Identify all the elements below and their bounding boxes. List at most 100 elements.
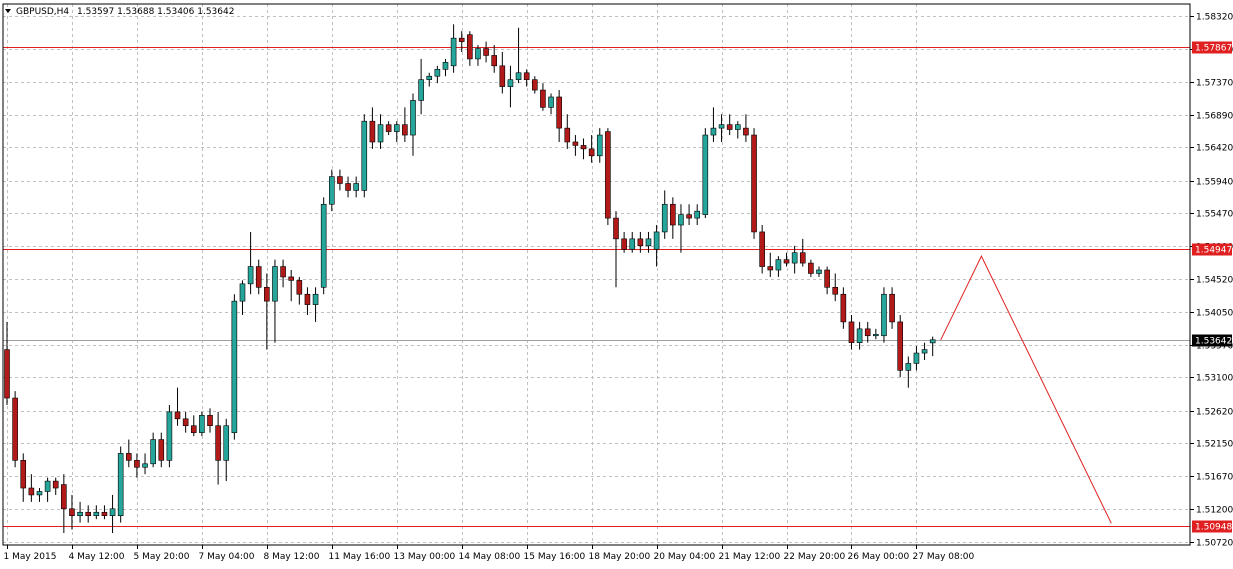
bear-candle-body bbox=[207, 415, 213, 427]
bear-candle-body bbox=[840, 293, 847, 323]
candle bbox=[556, 90, 562, 142]
candle bbox=[775, 256, 782, 277]
candle bbox=[873, 328, 879, 340]
bull-candle-body bbox=[377, 124, 384, 143]
price-tick-label: 1.55470 bbox=[1196, 210, 1233, 220]
price-labels: 1.57867 1.54947 1.50948 1.53642 bbox=[1192, 41, 1232, 533]
candle bbox=[572, 135, 579, 156]
bull-candle-body bbox=[450, 37, 457, 67]
candle bbox=[418, 58, 424, 115]
candle bbox=[126, 439, 132, 468]
candle bbox=[832, 273, 839, 302]
bear-candle-body bbox=[824, 269, 830, 288]
bear-candle-body bbox=[337, 176, 343, 184]
bear-candle-body bbox=[889, 293, 895, 323]
level-price-label: 1.50948 bbox=[1195, 523, 1232, 533]
bull-candle-body bbox=[442, 62, 449, 70]
bear-candle-body bbox=[783, 259, 790, 264]
time-tick-label: 4 May 12:00 bbox=[69, 552, 125, 562]
price-tick-label: 1.51670 bbox=[1196, 473, 1233, 483]
bear-candle-body bbox=[572, 141, 579, 146]
level-price-label: 1.54947 bbox=[1195, 246, 1232, 256]
candle bbox=[320, 197, 327, 295]
candle bbox=[345, 176, 351, 198]
projection[interactable] bbox=[940, 255, 1112, 524]
time-tick-label: 21 May 12:00 bbox=[719, 552, 781, 562]
bull-candle-body bbox=[239, 283, 246, 302]
horizontal-levels[interactable] bbox=[3, 47, 1190, 527]
chart-header: GBPUSD,H4 1.53597 1.53688 1.53406 1.5364… bbox=[5, 7, 234, 17]
candle bbox=[52, 477, 59, 495]
candle bbox=[442, 58, 449, 77]
bull-candle-body bbox=[36, 491, 43, 496]
bear-candle-body bbox=[799, 252, 806, 264]
bull-candle-body bbox=[199, 415, 205, 433]
candle bbox=[929, 336, 936, 357]
candle bbox=[743, 114, 749, 142]
candle bbox=[458, 31, 465, 52]
bear-candle-body bbox=[345, 183, 351, 191]
bull-candle-body bbox=[873, 334, 879, 337]
bull-candle-body bbox=[548, 96, 554, 108]
candle bbox=[467, 31, 473, 66]
bull-candle-body bbox=[881, 293, 887, 337]
bear-candle-body bbox=[4, 349, 10, 399]
price-tick-label: 1.54050 bbox=[1196, 309, 1233, 319]
bear-candle-body bbox=[402, 124, 408, 136]
bear-candle-body bbox=[296, 280, 303, 295]
candle bbox=[678, 204, 684, 253]
bear-candle-body bbox=[605, 131, 611, 219]
candle bbox=[28, 474, 35, 502]
candle bbox=[150, 432, 156, 468]
candle bbox=[142, 453, 148, 475]
candle bbox=[304, 287, 311, 315]
candle bbox=[881, 287, 887, 343]
candle bbox=[905, 356, 912, 388]
bull-candle-body bbox=[694, 210, 701, 219]
bull-candle-body bbox=[312, 293, 319, 305]
bull-candle-body bbox=[426, 75, 433, 80]
bear-candle-body bbox=[751, 134, 757, 233]
candle bbox=[393, 121, 400, 142]
candle bbox=[783, 252, 790, 267]
candle bbox=[889, 287, 895, 329]
bull-candle-body bbox=[507, 79, 514, 87]
bull-candle-body bbox=[117, 453, 124, 516]
bear-candle-body bbox=[61, 484, 67, 510]
candle bbox=[548, 93, 554, 115]
price-tick-label: 1.54520 bbox=[1196, 276, 1233, 286]
time-tick-label: 20 May 04:00 bbox=[654, 552, 716, 562]
candle bbox=[361, 114, 368, 198]
candle bbox=[12, 391, 18, 468]
bull-candle-body bbox=[93, 511, 100, 517]
bear-candle-body bbox=[564, 127, 571, 143]
bear-candle-body bbox=[52, 480, 59, 489]
candle bbox=[190, 415, 197, 437]
candle bbox=[239, 280, 246, 315]
triangle-down-icon[interactable] bbox=[5, 9, 11, 13]
candle bbox=[182, 411, 189, 433]
time-tick-label: 14 May 08:00 bbox=[459, 552, 521, 562]
level-price-label: 1.57867 bbox=[1195, 44, 1232, 54]
bull-candle-body bbox=[231, 300, 238, 433]
candle bbox=[207, 408, 213, 433]
plot-frame bbox=[2, 3, 1191, 546]
candle bbox=[288, 270, 295, 302]
candle bbox=[726, 114, 733, 136]
bear-candle-body bbox=[864, 328, 871, 337]
bull-candle-body bbox=[661, 203, 668, 233]
bear-candle-body bbox=[69, 508, 75, 517]
projection-line[interactable] bbox=[940, 255, 1112, 524]
candle bbox=[450, 24, 457, 73]
bull-candle-body bbox=[816, 269, 822, 274]
bull-candle-body bbox=[702, 134, 709, 215]
bear-candle-body bbox=[759, 231, 765, 267]
bid-price-tag bbox=[1192, 334, 1232, 347]
bear-candle-body bbox=[767, 266, 774, 271]
candle bbox=[158, 432, 165, 468]
candle bbox=[621, 231, 627, 253]
bear-candle-body bbox=[531, 79, 538, 91]
candle bbox=[85, 505, 91, 523]
